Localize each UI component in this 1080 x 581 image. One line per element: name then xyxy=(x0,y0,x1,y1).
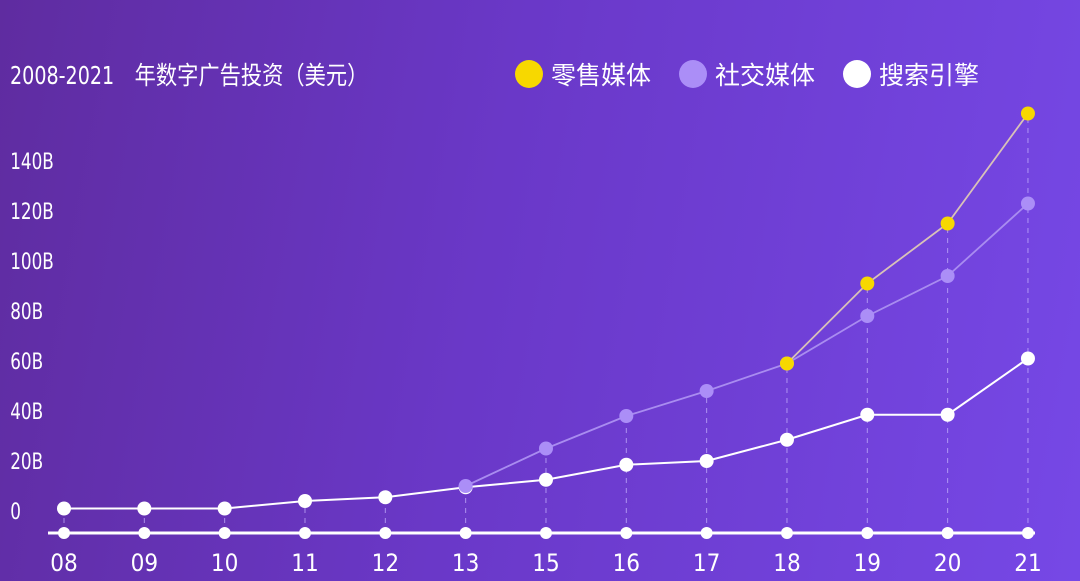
x-axis-dot xyxy=(861,527,874,539)
y-tick-label: 100B xyxy=(10,249,54,275)
x-axis-dot xyxy=(379,527,392,539)
y-tick-label: 0 xyxy=(10,499,21,525)
legend: 零售媒体 社交媒体 搜索引擎 xyxy=(515,56,979,92)
x-axis-dot xyxy=(138,527,151,539)
x-tick-label: 20 xyxy=(934,549,961,577)
x-tick-label: 10 xyxy=(211,549,238,577)
data-point xyxy=(860,309,875,323)
legend-item-retail: 零售媒体 xyxy=(515,56,651,92)
legend-dot-icon xyxy=(515,60,543,88)
data-point xyxy=(940,269,955,283)
x-axis-dot xyxy=(218,527,231,539)
x-tick-label: 12 xyxy=(372,549,399,577)
x-axis-dot xyxy=(298,527,311,539)
data-point xyxy=(458,479,473,493)
x-tick-label: 16 xyxy=(613,549,640,577)
x-tick-label: 11 xyxy=(291,549,318,577)
chart-title: 2008-2021 年数字广告投资（美元） xyxy=(10,56,368,92)
y-tick-label: 40B xyxy=(10,399,43,425)
data-point xyxy=(699,384,714,398)
x-axis-dot xyxy=(780,527,793,539)
data-point xyxy=(1020,106,1035,121)
data-point xyxy=(378,490,393,505)
data-point xyxy=(860,276,875,291)
legend-dot-icon xyxy=(679,60,708,88)
title-text: 年数字广告投资（美元） xyxy=(134,61,369,90)
data-point xyxy=(940,216,955,231)
x-axis-dot xyxy=(58,527,70,539)
x-axis-dot xyxy=(700,527,713,539)
data-point xyxy=(1020,351,1035,366)
data-point xyxy=(538,441,553,456)
data-point xyxy=(940,407,955,422)
legend-label: 搜索引擎 xyxy=(879,61,980,90)
legend-label: 零售媒体 xyxy=(551,61,652,90)
y-tick-label: 120B xyxy=(10,199,54,225)
legend-label: 社交媒体 xyxy=(715,61,816,90)
x-axis-dot xyxy=(539,527,552,539)
data-point xyxy=(619,409,634,423)
data-point xyxy=(699,454,714,468)
data-point xyxy=(137,501,152,516)
x-tick-label: 09 xyxy=(131,549,158,577)
data-point xyxy=(860,407,875,422)
data-point xyxy=(57,501,71,516)
data-point xyxy=(1020,196,1035,211)
data-point xyxy=(217,501,232,516)
legend-dot-icon xyxy=(843,60,872,88)
x-axis-dot xyxy=(620,527,633,539)
x-axis-dot xyxy=(459,527,472,539)
x-tick-label: 08 xyxy=(50,549,77,577)
x-tick-label: 21 xyxy=(1014,549,1041,577)
data-point xyxy=(619,457,634,472)
series-line xyxy=(465,202,1029,487)
series-line xyxy=(786,112,1029,365)
x-tick-label: 18 xyxy=(773,549,800,577)
data-point xyxy=(779,356,794,371)
legend-item-search: 搜索引擎 xyxy=(843,56,979,92)
y-tick-label: 60B xyxy=(10,349,43,375)
y-tick-label: 140B xyxy=(10,149,54,175)
x-axis-dot xyxy=(941,527,954,539)
x-tick-label: 13 xyxy=(452,549,479,577)
x-tick-label: 19 xyxy=(854,549,881,577)
x-tick-label: 17 xyxy=(693,549,720,577)
y-tick-label: 20B xyxy=(10,449,43,475)
title-years: 2008-2021 xyxy=(10,61,115,90)
x-axis-dot xyxy=(1021,527,1034,539)
data-point xyxy=(297,494,312,508)
legend-item-social: 社交媒体 xyxy=(679,56,815,92)
x-tick-label: 15 xyxy=(532,549,559,577)
y-tick-label: 80B xyxy=(10,299,43,325)
data-point xyxy=(779,432,794,447)
data-point xyxy=(538,472,553,487)
